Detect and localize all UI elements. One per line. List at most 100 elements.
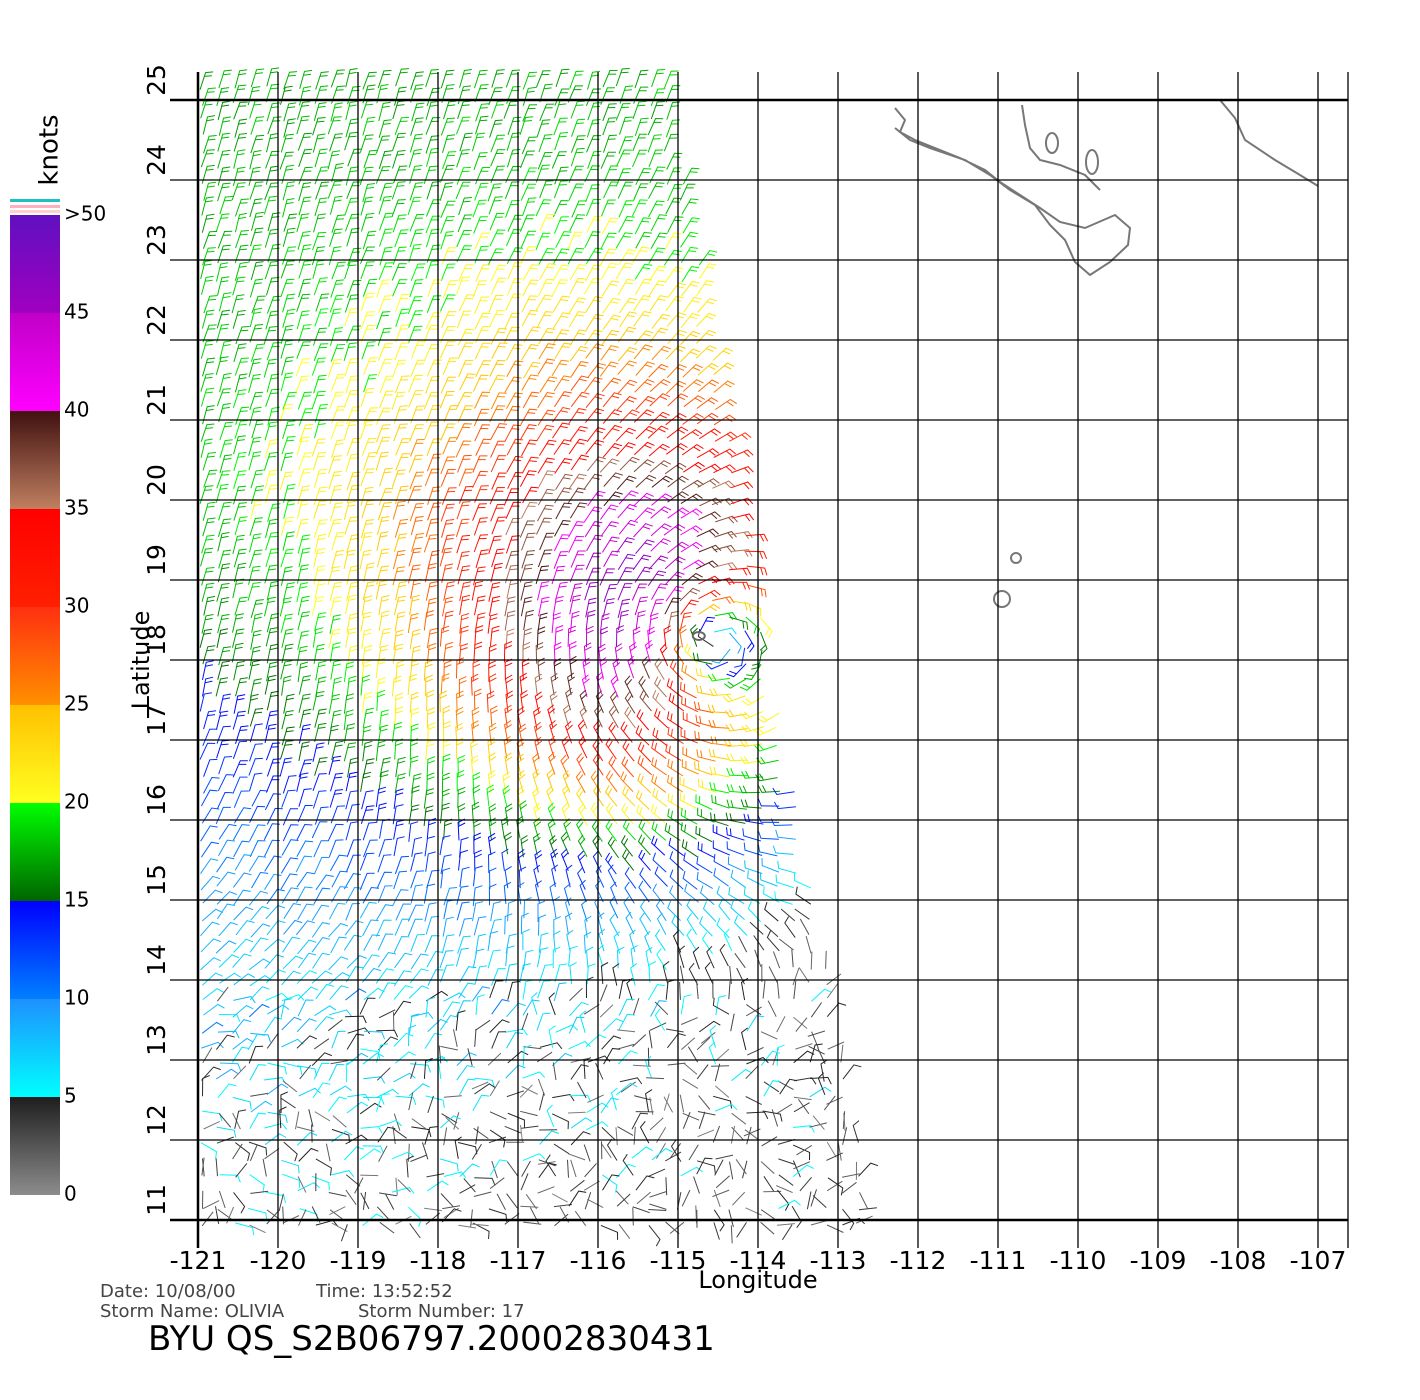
- wind-barb: [425, 851, 436, 872]
- wind-barb: [440, 1045, 459, 1051]
- colorbar-segment: [10, 705, 60, 803]
- wind-barb: [423, 165, 438, 184]
- wind-barb: [554, 88, 570, 106]
- wind-barb: [522, 197, 537, 216]
- wind-barb: [568, 641, 577, 663]
- wind-barb: [330, 659, 342, 680]
- wind-barb: [282, 391, 297, 410]
- wind-barb: [235, 920, 255, 936]
- wind-barb: [329, 228, 343, 247]
- wind-barb: [248, 565, 261, 585]
- wind-barb: [297, 986, 319, 1000]
- wind-barb: [664, 823, 681, 841]
- wind-barb: [296, 823, 313, 841]
- wind-barb: [250, 1190, 269, 1194]
- wind-barb: [376, 84, 389, 104]
- wind-barb: [602, 443, 623, 458]
- wind-barb: [649, 599, 664, 618]
- wind-barb: [793, 1161, 811, 1170]
- wind-barb: [807, 1030, 826, 1037]
- wind-barb: [329, 484, 343, 505]
- wind-barb: [314, 308, 329, 327]
- wind-barb: [427, 486, 441, 505]
- wind-barb: [736, 1222, 747, 1238]
- wind-barb: [249, 975, 272, 987]
- wind-barb: [442, 151, 457, 170]
- wind-barb: [201, 1066, 221, 1081]
- wind-barb: [360, 212, 375, 232]
- wind-barb: [550, 848, 559, 872]
- wind-barb: [665, 380, 687, 395]
- wind-barb: [470, 1223, 489, 1227]
- x-tick-label: -110: [1050, 1246, 1107, 1275]
- wind-barb: [522, 391, 540, 409]
- wind-barb: [360, 771, 372, 792]
- wind-barb: [455, 737, 464, 760]
- wind-barb: [826, 973, 842, 986]
- wind-barb: [537, 900, 546, 922]
- wind-barb: [440, 456, 456, 475]
- wind-barb: [375, 451, 390, 471]
- wind-barb: [585, 393, 605, 409]
- wind-barb: [249, 324, 264, 343]
- wind-barb: [521, 1160, 531, 1177]
- wind-barb: [793, 1102, 810, 1113]
- wind-barb: [696, 312, 717, 327]
- wind-barb: [459, 1078, 476, 1096]
- wind-barb: [297, 468, 312, 487]
- wind-barb: [523, 326, 541, 343]
- wind-barb: [265, 710, 278, 730]
- wind-barb: [649, 166, 666, 184]
- wind-barb: [520, 581, 533, 601]
- wind-barb: [264, 793, 282, 811]
- wind-barb: [547, 704, 556, 728]
- wind-barb: [682, 364, 703, 378]
- wind-barb: [424, 1032, 443, 1049]
- wind-barb: [313, 887, 331, 905]
- wind-barb: [560, 831, 570, 855]
- wind-barb: [346, 675, 357, 697]
- wind-barb: [523, 1221, 542, 1225]
- wind-barb: [248, 1003, 270, 1018]
- wind-barb: [200, 547, 214, 567]
- wind-barb: [537, 504, 554, 522]
- wind-barb: [410, 852, 423, 872]
- wind-barb: [520, 912, 529, 935]
- wind-barb: [826, 1096, 843, 1105]
- wind-barb: [592, 850, 602, 873]
- wind-barb: [283, 483, 296, 503]
- wind-barb: [376, 1043, 389, 1063]
- wind-barb: [554, 581, 568, 601]
- wind-barb: [504, 913, 513, 935]
- wind-barb: [200, 858, 219, 874]
- wind-barb: [553, 930, 561, 953]
- wind-barb: [731, 1068, 753, 1082]
- wind-barb: [458, 676, 467, 698]
- wind-barb: [730, 549, 753, 558]
- wind-barb: [233, 149, 246, 169]
- wind-barb: [695, 794, 713, 810]
- wind-barb: [683, 296, 702, 313]
- wind-barb: [587, 1094, 604, 1103]
- wind-barb: [329, 1009, 352, 1017]
- wind-barb: [635, 474, 657, 488]
- wind-barb: [395, 660, 405, 681]
- wind-barb: [632, 246, 650, 264]
- wind-barb: [553, 375, 572, 392]
- wind-barb: [696, 528, 719, 538]
- wind-barb: [551, 406, 571, 423]
- wind-barb: [457, 803, 466, 825]
- wind-barb: [233, 906, 254, 921]
- wind-barb: [376, 677, 386, 698]
- wind-barb: [235, 1222, 255, 1236]
- wind-barb: [729, 567, 752, 576]
- wind-barb: [312, 133, 326, 153]
- wind-barb: [232, 710, 246, 730]
- wind-barb: [311, 246, 326, 266]
- wind-barb: [409, 182, 424, 201]
- wind-barb: [473, 865, 483, 887]
- storm-center: [691, 631, 706, 641]
- wind-barb: [202, 889, 223, 904]
- wind-barb: [327, 359, 342, 378]
- wind-barb: [617, 278, 635, 296]
